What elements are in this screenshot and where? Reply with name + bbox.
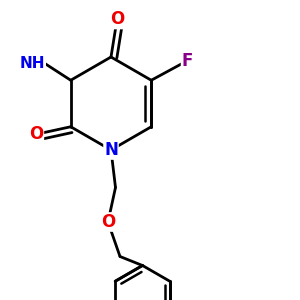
Text: NH: NH <box>20 56 45 71</box>
Text: O: O <box>110 11 124 28</box>
Text: O: O <box>29 125 44 143</box>
Text: F: F <box>182 52 193 70</box>
Text: N: N <box>104 141 118 159</box>
Text: O: O <box>101 213 115 231</box>
